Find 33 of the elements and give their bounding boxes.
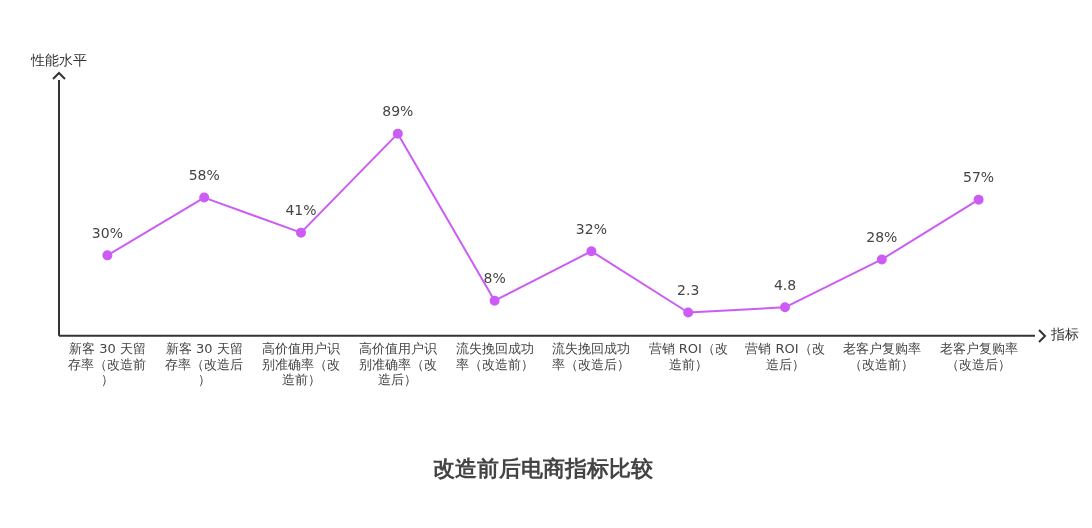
point: [973, 194, 984, 205]
point: [392, 128, 403, 139]
data-label: 30%: [91, 224, 123, 241]
point: [876, 254, 887, 265]
x-tick-label: 高价值用户识别准确率（改造后）: [358, 340, 437, 388]
x-axis-title: 指标: [1050, 326, 1079, 343]
data-label: 32%: [575, 220, 607, 237]
x-tick-label: 流失挽回成功率（改造前）: [455, 340, 534, 372]
data-label: 57%: [963, 169, 995, 186]
data-label: 8%: [483, 270, 506, 287]
data-label: 41%: [285, 202, 317, 219]
x-tick-label: 新客 30 天留存率（改造前）: [68, 340, 147, 388]
x-tick-label: 老客户复购率（改造后）: [939, 340, 1018, 372]
data-label: 89%: [382, 103, 414, 120]
y-axis-title: 性能水平: [30, 51, 87, 68]
point: [199, 192, 210, 203]
point: [586, 246, 597, 257]
x-tick-label: 营销 ROI（改造后）: [745, 340, 825, 372]
x-tick-label: 流失挽回成功率（改造后）: [552, 340, 631, 372]
x-tick-label: 新客 30 天留存率（改造后）: [165, 340, 244, 388]
point: [489, 295, 500, 306]
point: [683, 307, 694, 318]
point: [102, 250, 113, 261]
data-label: 58%: [188, 167, 220, 184]
x-tick-label: 高价值用户识别准确率（改造前）: [262, 340, 340, 388]
data-label: 2.3: [677, 282, 700, 299]
x-tick-label: 营销 ROI（改造前）: [648, 340, 728, 372]
data-label: 4.8: [773, 276, 797, 293]
text: 改造前后电商指标比较: [433, 455, 654, 481]
point: [296, 227, 306, 238]
data-label: 28%: [866, 229, 898, 246]
point: [780, 302, 790, 313]
x-tick-label: 老客户复购率（改造前）: [842, 340, 921, 372]
